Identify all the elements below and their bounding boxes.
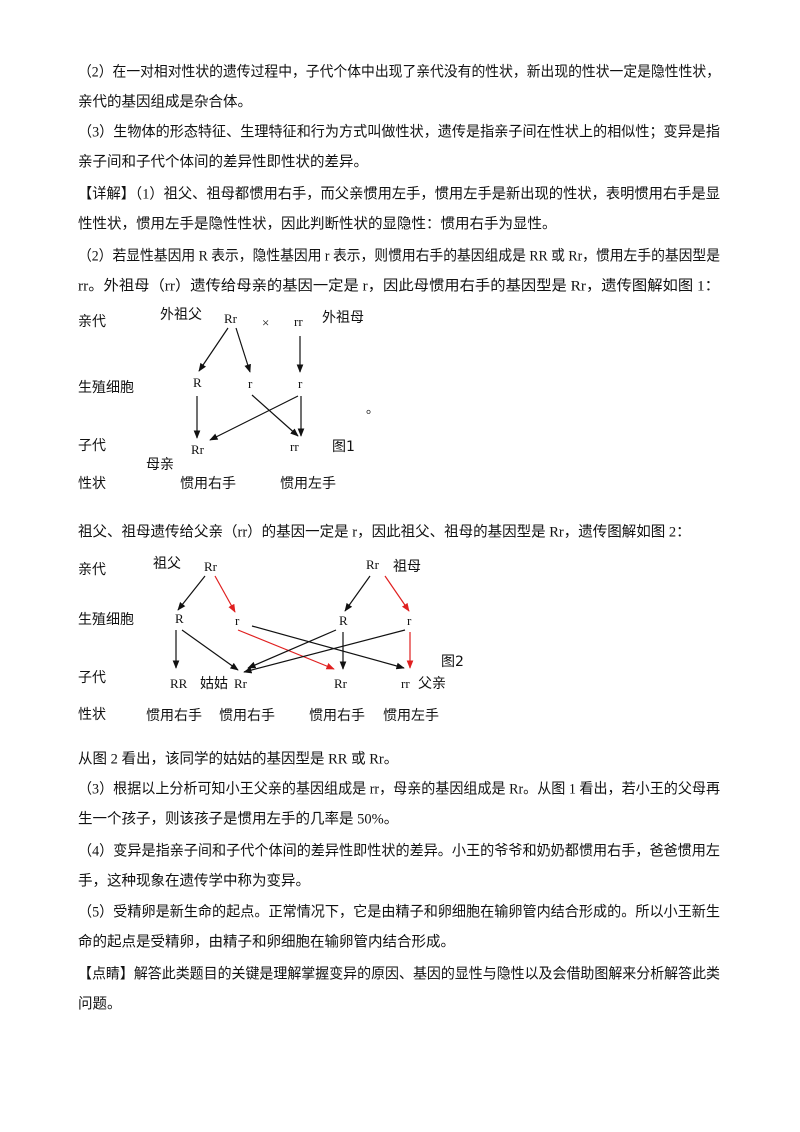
person-label: 外祖父 — [160, 307, 202, 323]
row-label: 子代 — [78, 670, 106, 686]
row-label: 亲代 — [78, 562, 106, 578]
figure2-arrows — [172, 575, 414, 674]
genotype: Rr — [204, 559, 218, 574]
person-label: 外祖母 — [322, 310, 364, 326]
text-line: （3）根据以上分析可知小王父亲的基因组成是 rr，母亲的基因组成是 Rr。从图 … — [78, 780, 720, 797]
person-label: 母亲 — [146, 457, 174, 473]
text-line: 手，这种现象在遗传学中称为变异。 — [78, 872, 310, 889]
text-line: 【点睛】解答此类题目的关键是理解掌握变异的原因、基因的显性与隐性以及会借助图解来… — [78, 965, 720, 982]
text-line: （3）生物体的形态特征、生理特征和行为方式叫做性状，遗传是指亲子间在性状上的相似… — [78, 123, 720, 140]
text-line: （2）在一对相对性状的遗传过程中，子代个体中出现了亲代没有的性状，新出现的性状一… — [78, 63, 720, 80]
text-line: （5）受精卵是新生命的起点。正常情况下，它是由精子和卵细胞在输卵管内结合形成的。… — [78, 902, 720, 920]
genotype: Rr — [234, 676, 248, 691]
gamete: R — [193, 375, 202, 390]
caption: 图1 — [332, 439, 355, 455]
person-label: 祖母 — [393, 559, 421, 575]
genotype: Rr — [366, 557, 380, 572]
trait: 惯用左手 — [383, 707, 439, 724]
gamete: r — [248, 376, 253, 391]
text-line: 祖父、祖母遗传给父亲（rr）的基因一定是 r，因此祖父、祖母的基因型是 Rr，遗… — [78, 523, 691, 540]
figure1-arrows — [193, 327, 305, 441]
person-label: 祖父 — [153, 556, 181, 572]
genotype: rr — [401, 676, 410, 691]
text-line: 命的起点是受精卵，由精子和卵细胞在输卵管内结合形成。 — [78, 932, 455, 950]
text-line: 生一个孩子，则该孩子是惯用左手的几率是 50%。 — [78, 810, 398, 827]
text-line: （2）若显性基因用 R 表示，隐性基因用 r 表示，则惯用右手的基因组成是 RR… — [78, 247, 720, 264]
gamete: R — [175, 611, 184, 626]
genotype: Rr — [191, 442, 205, 457]
row-label: 子代 — [78, 438, 106, 454]
cross: × — [262, 315, 269, 330]
trait: 惯用右手 — [146, 707, 202, 724]
trait: 惯用右手 — [309, 707, 365, 724]
trait: 惯用左手 — [280, 475, 336, 492]
gamete: r — [235, 613, 240, 628]
genotype: Rr — [334, 676, 348, 691]
person-label: 父亲 — [418, 676, 446, 692]
genotype: rr — [294, 314, 303, 329]
row-label: 性状 — [78, 707, 106, 723]
genotype: RR — [170, 676, 188, 691]
text-line: 性性状，惯用左手是隐性性状，因此判断性状的显隐性：惯用右手为显性。 — [78, 215, 557, 232]
genotype: rr — [290, 439, 299, 454]
trait: 惯用右手 — [180, 475, 236, 492]
row-label: 亲代 — [78, 314, 106, 330]
row-label: 生殖细胞 — [78, 379, 134, 396]
person-label: 姑姑 — [200, 676, 228, 692]
genotype: Rr — [224, 311, 238, 326]
mark: 。 — [366, 401, 379, 416]
text-line: 从图 2 看出，该同学的姑姑的基因型是 RR 或 Rr。 — [78, 750, 398, 767]
gamete: r — [298, 376, 303, 391]
text-line: 【详解】（1）祖父、祖母都惯用右手，而父亲惯用左手，惯用左手是新出现的性状，表明… — [78, 185, 720, 202]
gamete: r — [407, 613, 412, 628]
text-line: 问题。 — [78, 995, 122, 1012]
text-line: rr。外祖母（rr）遗传给母亲的基因一定是 r，因此母惯用右手的基因型是 Rr，… — [78, 277, 720, 294]
text-line: 亲代的基因组成是杂合体。 — [78, 93, 252, 110]
row-label: 生殖细胞 — [78, 611, 134, 628]
row-label: 性状 — [78, 476, 106, 492]
gamete: R — [339, 613, 348, 628]
caption: 图2 — [441, 654, 464, 670]
text-line: （4）变异是指亲子间和子代个体间的差异性即性状的差异。小王的爷爷和奶奶都惯用右手… — [78, 842, 720, 859]
trait: 惯用右手 — [219, 707, 275, 724]
text-line: 亲子间和子代个体间的差异性即性状的差异。 — [78, 153, 368, 170]
